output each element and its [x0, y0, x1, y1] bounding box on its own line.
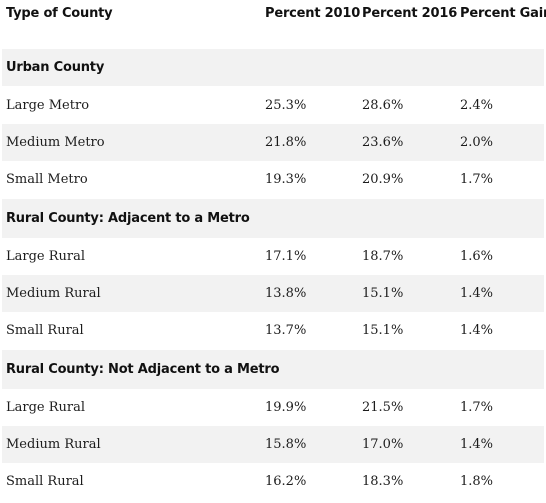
section-title: Urban County: [6, 60, 105, 75]
percent-2010-value: 19.9%: [265, 400, 307, 415]
section-heading-rural-adjacent: Rural County: Adjacent to a Metro: [2, 199, 544, 238]
percent-2010-value: 25.3%: [265, 97, 307, 113]
row-label: Medium Rural: [6, 437, 101, 452]
table-row: Small Rural 13.7% 15.1% 1.4%: [2, 312, 544, 349]
row-label: Large Rural: [6, 249, 86, 264]
table-row: Large Rural 17.1% 18.7% 1.6%: [2, 238, 544, 275]
percent-2010-value: 16.2%: [265, 474, 307, 489]
row-label: Large Metro: [6, 97, 90, 113]
percent-gain-value: 1.4%: [460, 437, 494, 452]
row-label: Medium Rural: [6, 286, 101, 301]
percent-2016-value: 18.7%: [362, 249, 404, 264]
percent-gain-value: 1.7%: [460, 172, 494, 187]
percent-2016-value: 28.6%: [362, 97, 404, 113]
percent-2016-value: 23.6%: [362, 135, 404, 150]
header-percent-gain: Percent Gain: [460, 5, 546, 21]
percent-2016-value: 17.0%: [362, 437, 404, 452]
percent-2016-value: 15.1%: [362, 286, 404, 301]
percent-2010-value: 13.8%: [265, 286, 307, 301]
percent-2010-value: 19.3%: [265, 172, 307, 187]
row-label: Medium Metro: [6, 135, 105, 150]
header-percent-2016: Percent 2016: [362, 5, 458, 21]
table-row: Medium Rural 13.8% 15.1% 1.4%: [2, 275, 544, 312]
percent-gain-value: 1.4%: [460, 323, 494, 338]
table-row: Large Rural 19.9% 21.5% 1.7%: [2, 389, 544, 426]
percent-2010-value: 15.8%: [265, 437, 307, 452]
percent-gain-value: 1.8%: [460, 474, 494, 489]
table-row: Large Metro 25.3% 28.6% 2.4%: [2, 86, 544, 124]
section-heading-rural-not-adjacent: Rural County: Not Adjacent to a Metro: [2, 350, 544, 389]
percent-2010-value: 17.1%: [265, 249, 307, 264]
table-header-row: Type of County Percent 2010 Percent 2016…: [2, 0, 546, 26]
percent-gain-value: 1.6%: [460, 249, 494, 264]
section-title: Rural County: Not Adjacent to a Metro: [6, 362, 280, 377]
percent-gain-value: 1.7%: [460, 400, 494, 415]
section-title: Rural County: Adjacent to a Metro: [6, 211, 250, 226]
table-row: Small Metro 19.3% 20.9% 1.7%: [2, 161, 544, 198]
percent-gain-value: 2.0%: [460, 135, 494, 150]
percent-gain-value: 1.4%: [460, 286, 494, 301]
percent-2010-value: 13.7%: [265, 323, 307, 338]
percent-gain-value: 2.4%: [460, 97, 494, 113]
row-label: Large Rural: [6, 400, 86, 415]
table-row: Small Rural 16.2% 18.3% 1.8%: [2, 463, 544, 500]
percent-2016-value: 15.1%: [362, 323, 404, 338]
percent-2016-value: 21.5%: [362, 400, 404, 415]
header-percent-2010: Percent 2010: [265, 5, 361, 21]
percent-2010-value: 21.8%: [265, 135, 307, 150]
row-label: Small Rural: [6, 323, 84, 338]
percent-2016-value: 20.9%: [362, 172, 404, 187]
table-row: Medium Metro 21.8% 23.6% 2.0%: [2, 124, 544, 161]
header-type-of-county: Type of County: [6, 5, 113, 21]
row-label: Small Metro: [6, 172, 88, 187]
percent-2016-value: 18.3%: [362, 474, 404, 489]
section-heading-urban: Urban County: [2, 49, 544, 86]
table-row: Medium Rural 15.8% 17.0% 1.4%: [2, 426, 544, 463]
row-label: Small Rural: [6, 474, 84, 489]
